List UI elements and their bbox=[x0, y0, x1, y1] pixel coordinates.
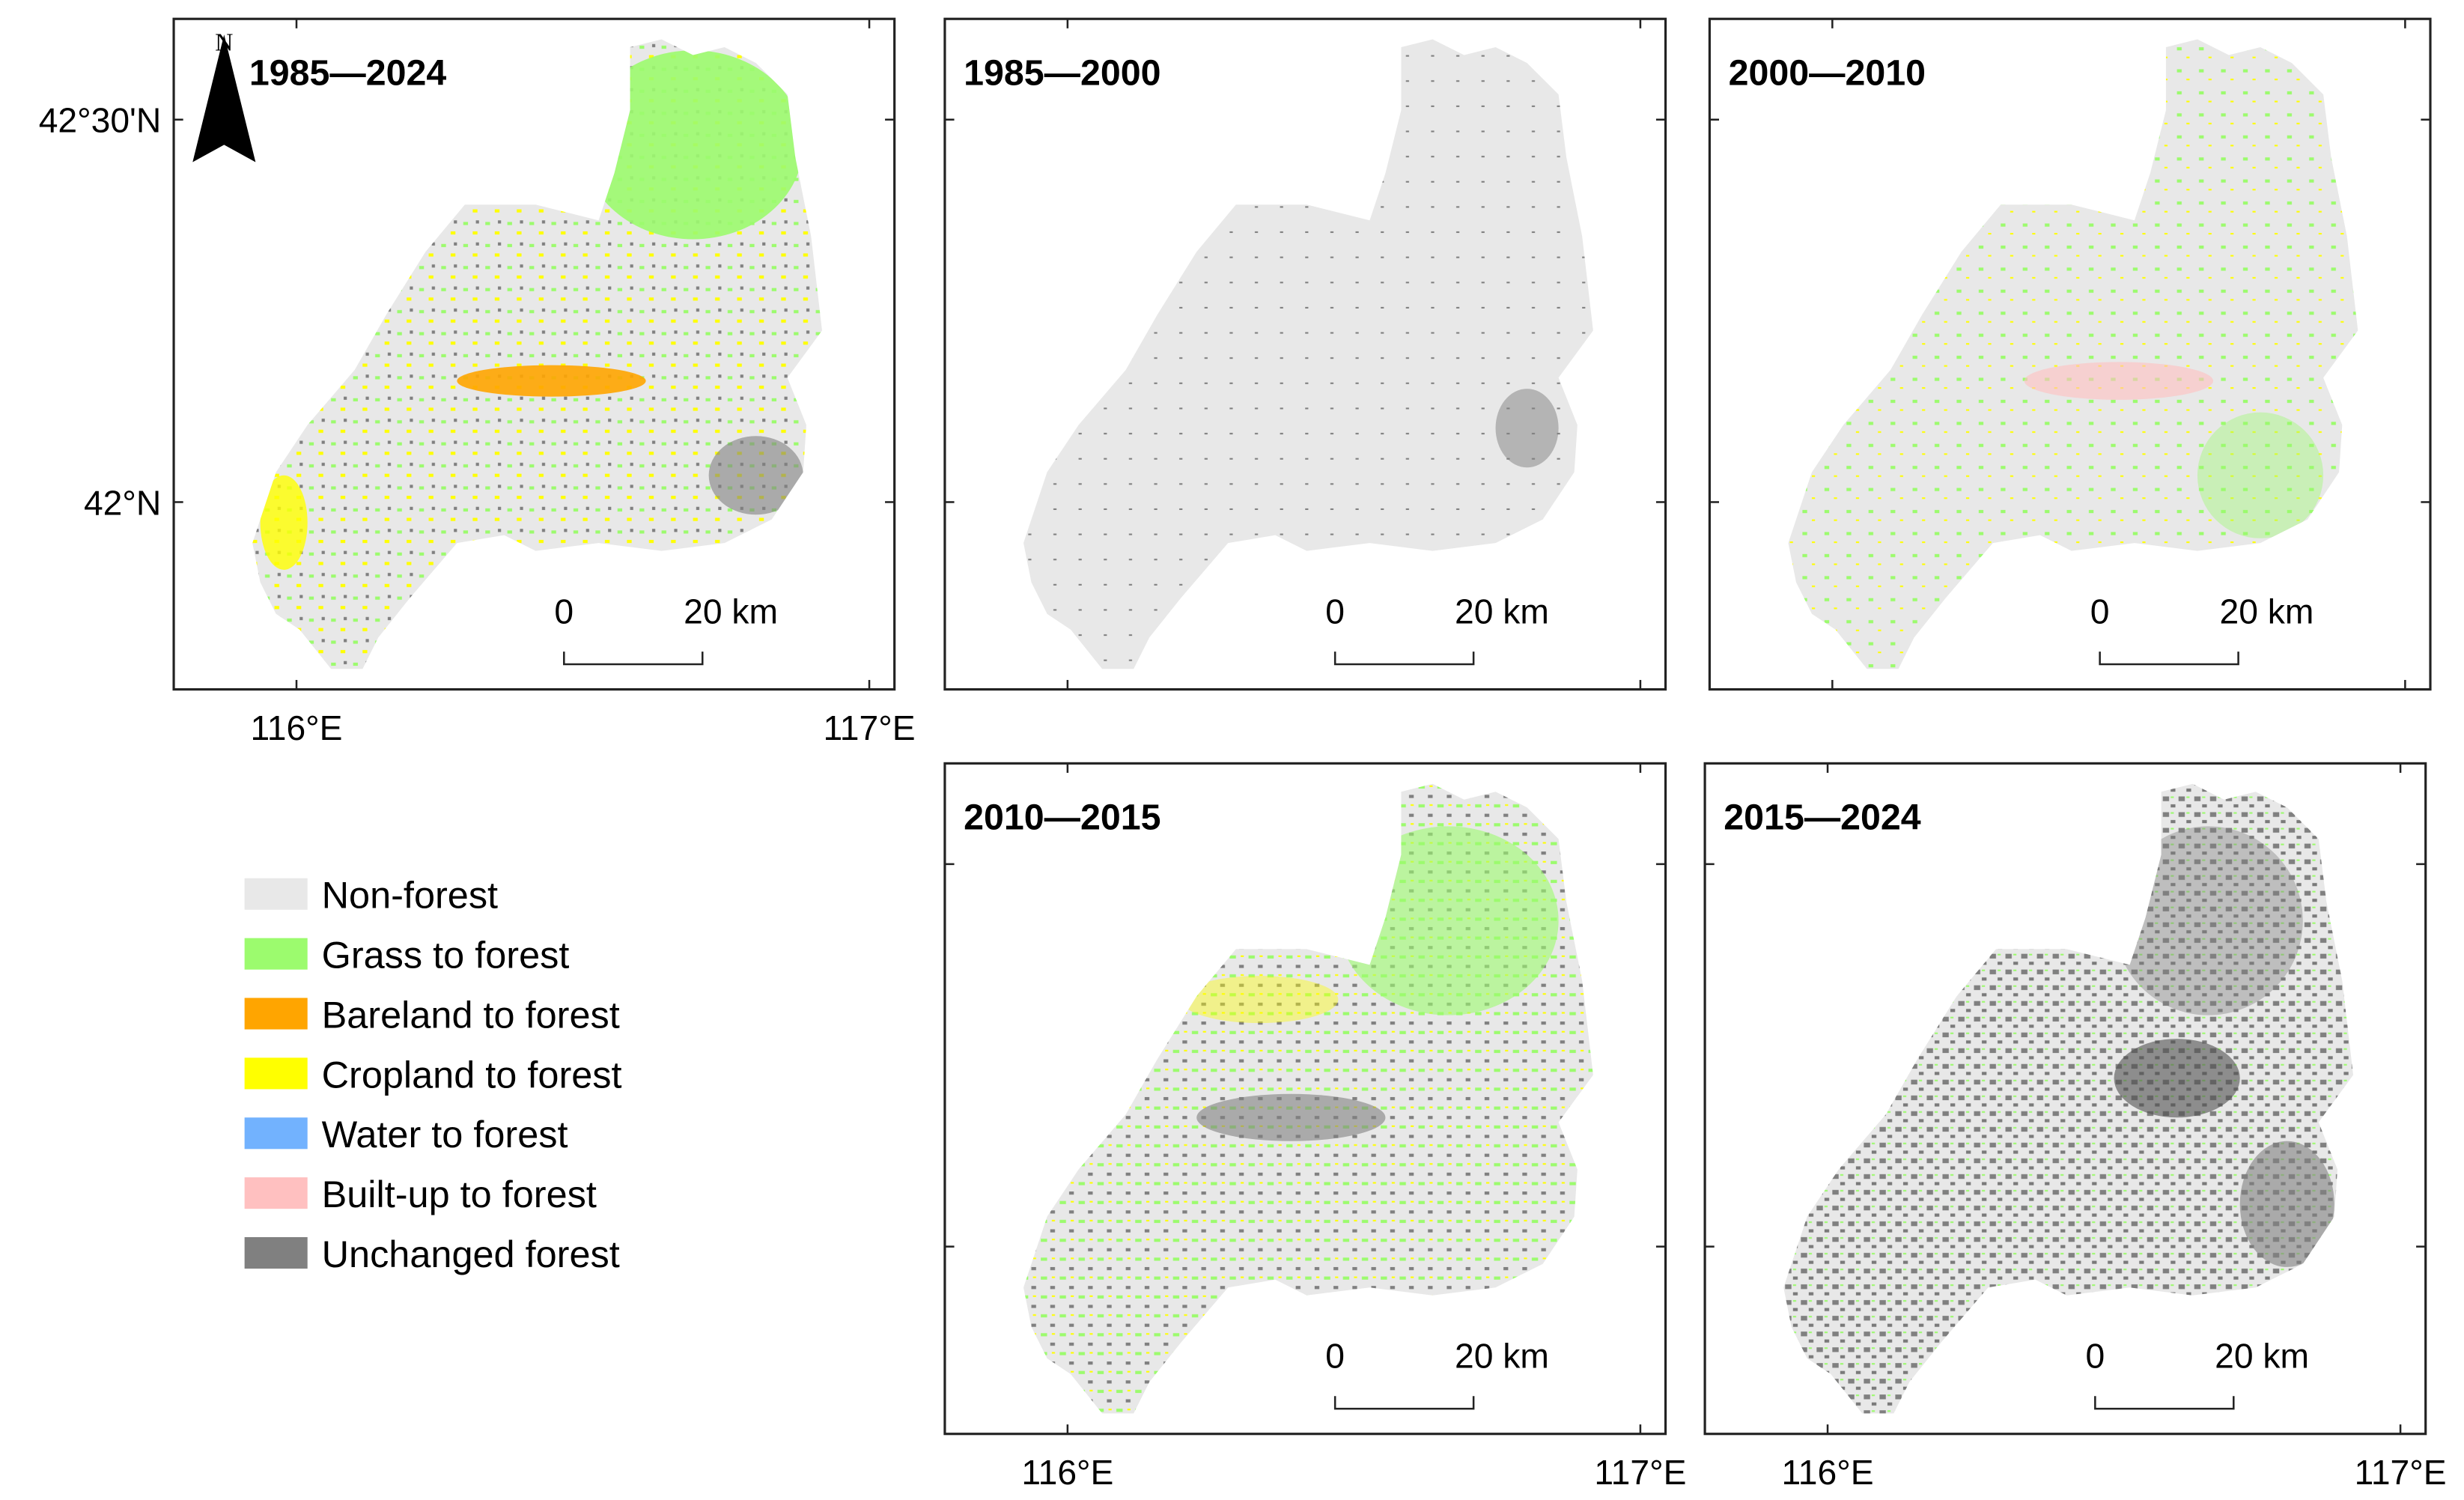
scale-end: 20 km bbox=[2219, 592, 2314, 631]
legend-swatch bbox=[244, 1057, 308, 1090]
patch bbox=[708, 436, 803, 515]
panel-frame bbox=[172, 17, 896, 691]
scale-start: 0 bbox=[554, 592, 574, 631]
scale-bar bbox=[1333, 652, 1475, 666]
scale-end: 20 km bbox=[1455, 592, 1549, 631]
legend-swatch bbox=[244, 998, 308, 1030]
map-panel: 2000—2010 0 20 km bbox=[1708, 17, 2432, 691]
legend-label: Water to forest bbox=[322, 1113, 568, 1156]
map-panel: 1985—2000 0 20 km bbox=[943, 17, 1667, 691]
x-axis-label: 116°E bbox=[1021, 1453, 1113, 1492]
panel-frame bbox=[1708, 17, 2432, 691]
x-axis-label: 116°E bbox=[250, 708, 342, 747]
x-axis-label: 117°E bbox=[1594, 1453, 1686, 1492]
panel-title: 2015—2024 bbox=[1724, 798, 1920, 838]
patch bbox=[1495, 389, 1559, 468]
legend-swatch bbox=[244, 938, 308, 970]
patch bbox=[457, 365, 646, 397]
scale-bar bbox=[563, 652, 704, 666]
panel-title: 1985—2024 bbox=[249, 52, 446, 93]
legend-label: Cropland to forest bbox=[322, 1053, 622, 1096]
legend-swatch bbox=[244, 1117, 308, 1150]
legend-label: Unchanged forest bbox=[322, 1233, 620, 1275]
region-map bbox=[1023, 39, 1593, 669]
map-panel: 2010—2015 0 20 km 116°E 117°E bbox=[943, 762, 1686, 1492]
scale-end: 20 km bbox=[684, 592, 778, 631]
north-arrow bbox=[192, 34, 256, 163]
y-axis-label: 42°30'N bbox=[39, 101, 162, 140]
land-change-patches bbox=[260, 50, 803, 570]
patch bbox=[582, 50, 803, 240]
scale-start: 0 bbox=[1325, 1336, 1345, 1375]
y-axis-label: 42°N bbox=[84, 483, 161, 522]
x-axis-label: 117°E bbox=[824, 708, 916, 747]
patch bbox=[2197, 412, 2324, 538]
panel-title: 1985—2000 bbox=[964, 52, 1160, 93]
panel-title: 2000—2010 bbox=[1729, 52, 1926, 93]
scale-start: 0 bbox=[2085, 1336, 2105, 1375]
scale-end: 20 km bbox=[1455, 1336, 1549, 1375]
patch bbox=[2024, 362, 2213, 400]
land-change-patches bbox=[2114, 826, 2334, 1267]
patch bbox=[2114, 1039, 2240, 1118]
x-axis-label: 116°E bbox=[1782, 1453, 1874, 1492]
legend-swatch bbox=[244, 1177, 308, 1209]
patch bbox=[1338, 826, 1559, 1015]
scale-start: 0 bbox=[2090, 592, 2110, 631]
legend-label: Built-up to forest bbox=[322, 1173, 597, 1215]
legend-label: Non-forest bbox=[322, 874, 498, 917]
region-map bbox=[1788, 39, 2358, 669]
map-panel: 2015—2024 0 20 km 116°E 117°E bbox=[1703, 762, 2447, 1492]
map-panel: 1985—2024 0 20 km 116°E 117°E 42°30'N 42°N N bbox=[39, 17, 916, 747]
legend-swatch bbox=[244, 1237, 308, 1269]
scale-bar bbox=[1333, 1396, 1475, 1410]
legend-label: Bareland to forest bbox=[322, 993, 620, 1036]
patch bbox=[2114, 826, 2303, 1015]
panel-frame bbox=[943, 762, 1667, 1436]
patch bbox=[1181, 976, 1339, 1024]
scale-bar bbox=[2094, 1396, 2235, 1410]
scale-bar bbox=[2099, 652, 2239, 666]
panel-title: 2010—2015 bbox=[964, 798, 1160, 838]
north-label: N bbox=[215, 28, 233, 56]
land-change-patches bbox=[1495, 389, 1559, 468]
legend-swatch bbox=[244, 878, 308, 910]
legend-label: Grass to forest bbox=[322, 934, 570, 977]
x-axis-label: 117°E bbox=[2355, 1453, 2447, 1492]
patch bbox=[1196, 1093, 1386, 1141]
scale-end: 20 km bbox=[2215, 1336, 2309, 1375]
patch bbox=[2239, 1141, 2334, 1267]
panel-frame bbox=[943, 17, 1667, 691]
panel-frame bbox=[1703, 762, 2427, 1436]
scale-start: 0 bbox=[1325, 592, 1345, 631]
patch bbox=[260, 475, 308, 570]
land-change-patches bbox=[2024, 362, 2324, 538]
